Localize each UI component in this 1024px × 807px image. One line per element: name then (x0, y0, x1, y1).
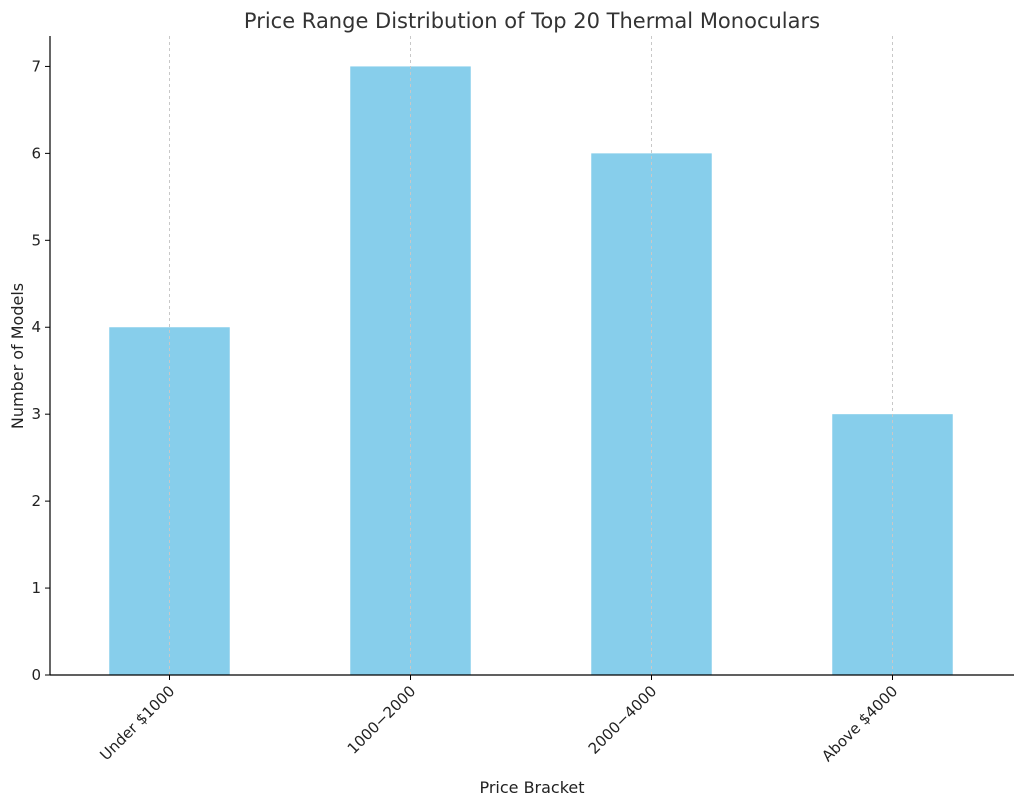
y-tick-label: 2 (31, 492, 41, 510)
y-axis-title: Number of Models (8, 283, 27, 429)
y-tick-label: 1 (31, 579, 41, 597)
y-tick-label: 7 (31, 57, 41, 75)
bar-4 (832, 414, 953, 675)
bars (109, 66, 953, 676)
x-tick-label: Under $1000 (96, 682, 178, 764)
x-tick-label: 1000−2000 (344, 682, 420, 758)
y-tick-label: 4 (31, 318, 41, 336)
bar-2 (350, 66, 471, 675)
axes (49, 36, 1014, 676)
y-tick-label: 5 (31, 231, 41, 249)
grid-lines (169, 36, 893, 675)
y-tick-label: 3 (31, 405, 41, 423)
x-tick-label: Above $4000 (818, 682, 901, 765)
y-ticks: 0 1 2 3 4 5 6 7 (31, 57, 50, 684)
chart-title: Price Range Distribution of Top 20 Therm… (244, 9, 820, 33)
x-ticks: Under $1000 1000−2000 2000−4000 Above $4000 (96, 675, 901, 765)
x-tick-label: 2000−4000 (585, 682, 661, 758)
y-tick-label: 0 (31, 666, 41, 684)
y-tick-label: 6 (31, 144, 41, 162)
x-axis-title: Price Bracket (479, 778, 584, 797)
